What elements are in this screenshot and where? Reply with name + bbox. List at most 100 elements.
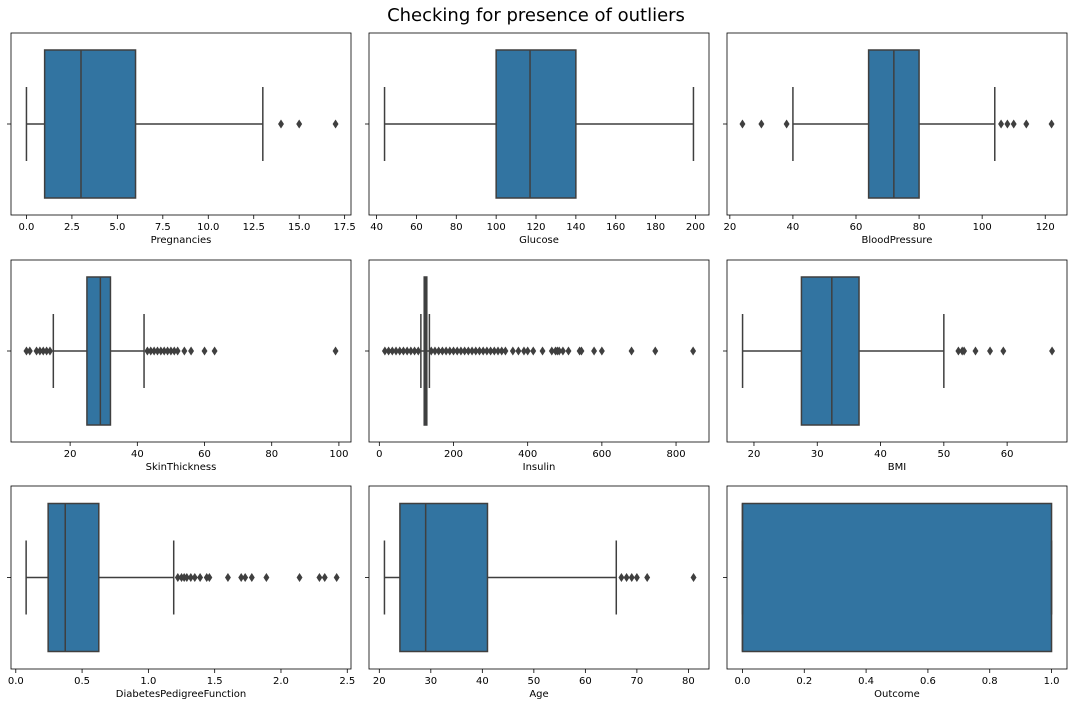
x-tick-label: 7.5 [155,222,171,233]
outlier-point [633,572,640,583]
outlier-point [739,119,746,129]
outlier-point [539,346,546,356]
x-tick-label: 180 [646,222,665,233]
outlier-point [197,572,204,583]
outlier-point [628,572,635,583]
subplot-7: 0.0 0.5 1.0 1.5 2.0 2.5 DiabetesPedigreeFuncti… [7,485,355,700]
outlier-point [188,346,195,356]
outlier-point [332,346,339,356]
outlier-point [1010,119,1017,129]
outlier-point [183,572,190,583]
outlier-point [187,572,194,583]
figure-title: Checking for presence of outliers [387,5,685,26]
x-tick-label: 60 [1001,449,1014,460]
outlier-point [644,572,651,583]
x-axis-label: Glucose [519,235,559,246]
x-axis-label: DiabetesPedigreeFunction [116,689,246,700]
subplot-5: 0 200 400 600 800 Insulin [365,259,710,473]
outlier-point [415,346,422,356]
subplot-4: 20 40 60 80 100 SkinThickness [7,259,352,473]
x-tick-label: 800 [666,449,685,460]
outlier-point [509,346,516,356]
outlier-point [278,119,284,129]
x-tick-label: 100 [973,222,992,233]
outlier-point [591,346,598,356]
subplot-9: 0.0 0.2 0.4 0.6 0.8 1.0 Outcome [723,485,1068,700]
x-tick-label: 0.2 [796,676,812,687]
x-tick-label: 0.6 [920,676,936,687]
subplot-6: 20 30 40 50 60 BMI [723,259,1068,473]
x-tick-label: 120 [526,222,545,233]
x-axis-label: Pregnancies [151,235,212,246]
subplot-2: 40 60 80 100 120 140 160 180 200 Glucose [365,32,710,246]
subplot-8: 20 30 40 50 60 70 80 Age [365,485,710,700]
outlier-point [333,572,340,583]
x-tick-label: 15.0 [288,222,310,233]
outlier-point [206,572,213,583]
x-tick-label: 50 [937,449,950,460]
x-tick-label: 1.0 [1044,676,1060,687]
x-tick-label: 30 [424,676,437,687]
x-tick-label: 600 [592,449,611,460]
x-tick-label: 0.0 [19,222,35,233]
outlier-point [316,572,323,583]
outlier-point [1000,346,1007,356]
x-tick-label: 0.8 [982,676,998,687]
x-tick-label: 80 [265,449,278,460]
x-tick-label: 1.0 [140,676,156,687]
x-tick-label: 5.0 [109,222,125,233]
outlier-point [758,119,765,129]
x-tick-label: 140 [566,222,585,233]
x-tick-label: 70 [631,676,644,687]
outlier-point [690,346,697,356]
x-tick-label: 0 [376,449,382,460]
x-tick-label: 12.5 [243,222,265,233]
outlier-point [987,346,993,356]
outlier-point [224,572,231,583]
outlier-point [263,572,270,583]
x-tick-label: 0.4 [858,676,874,687]
outlier-point [211,346,218,356]
x-axis-label: Age [529,689,548,700]
x-tick-label: 10.0 [197,222,219,233]
x-tick-label: 80 [913,222,926,233]
x-tick-label: 80 [450,222,463,233]
iqr-box [495,49,577,199]
outlier-point [26,346,33,356]
x-tick-label: 0.5 [74,676,90,687]
x-tick-label: 40 [787,222,800,233]
outlier-point [515,346,522,356]
outlier-point [998,119,1005,129]
outlier-point [618,572,625,583]
outlier-point [238,572,245,583]
outlier-point [524,346,531,356]
outlier-point [623,572,630,583]
outlier-point [598,346,605,356]
iqr-box [741,502,1053,653]
x-tick-label: 2.5 [64,222,80,233]
outlier-point [296,572,303,583]
outlier-point [690,572,697,583]
x-tick-label: 2.0 [273,676,289,687]
x-tick-label: 20 [723,222,736,233]
outlier-point [1049,346,1056,356]
x-tick-label: 200 [686,222,705,233]
outlier-point [1023,119,1030,129]
outlier-point [783,119,790,129]
x-tick-label: 120 [1036,222,1055,233]
x-tick-label: 20 [373,676,386,687]
x-tick-label: 40 [476,676,489,687]
outlier-point [242,572,249,583]
x-tick-label: 40 [874,449,887,460]
outlier-point [578,346,585,356]
outlier-point [559,346,566,356]
outlier-point [174,346,181,356]
x-tick-label: 17.5 [334,222,356,233]
x-axis-label: SkinThickness [146,462,217,473]
iqr-box [399,502,489,653]
outlier-point [1004,119,1011,129]
outlier-point [530,346,537,356]
iqr-box [47,502,100,653]
iqr-box [43,49,137,199]
